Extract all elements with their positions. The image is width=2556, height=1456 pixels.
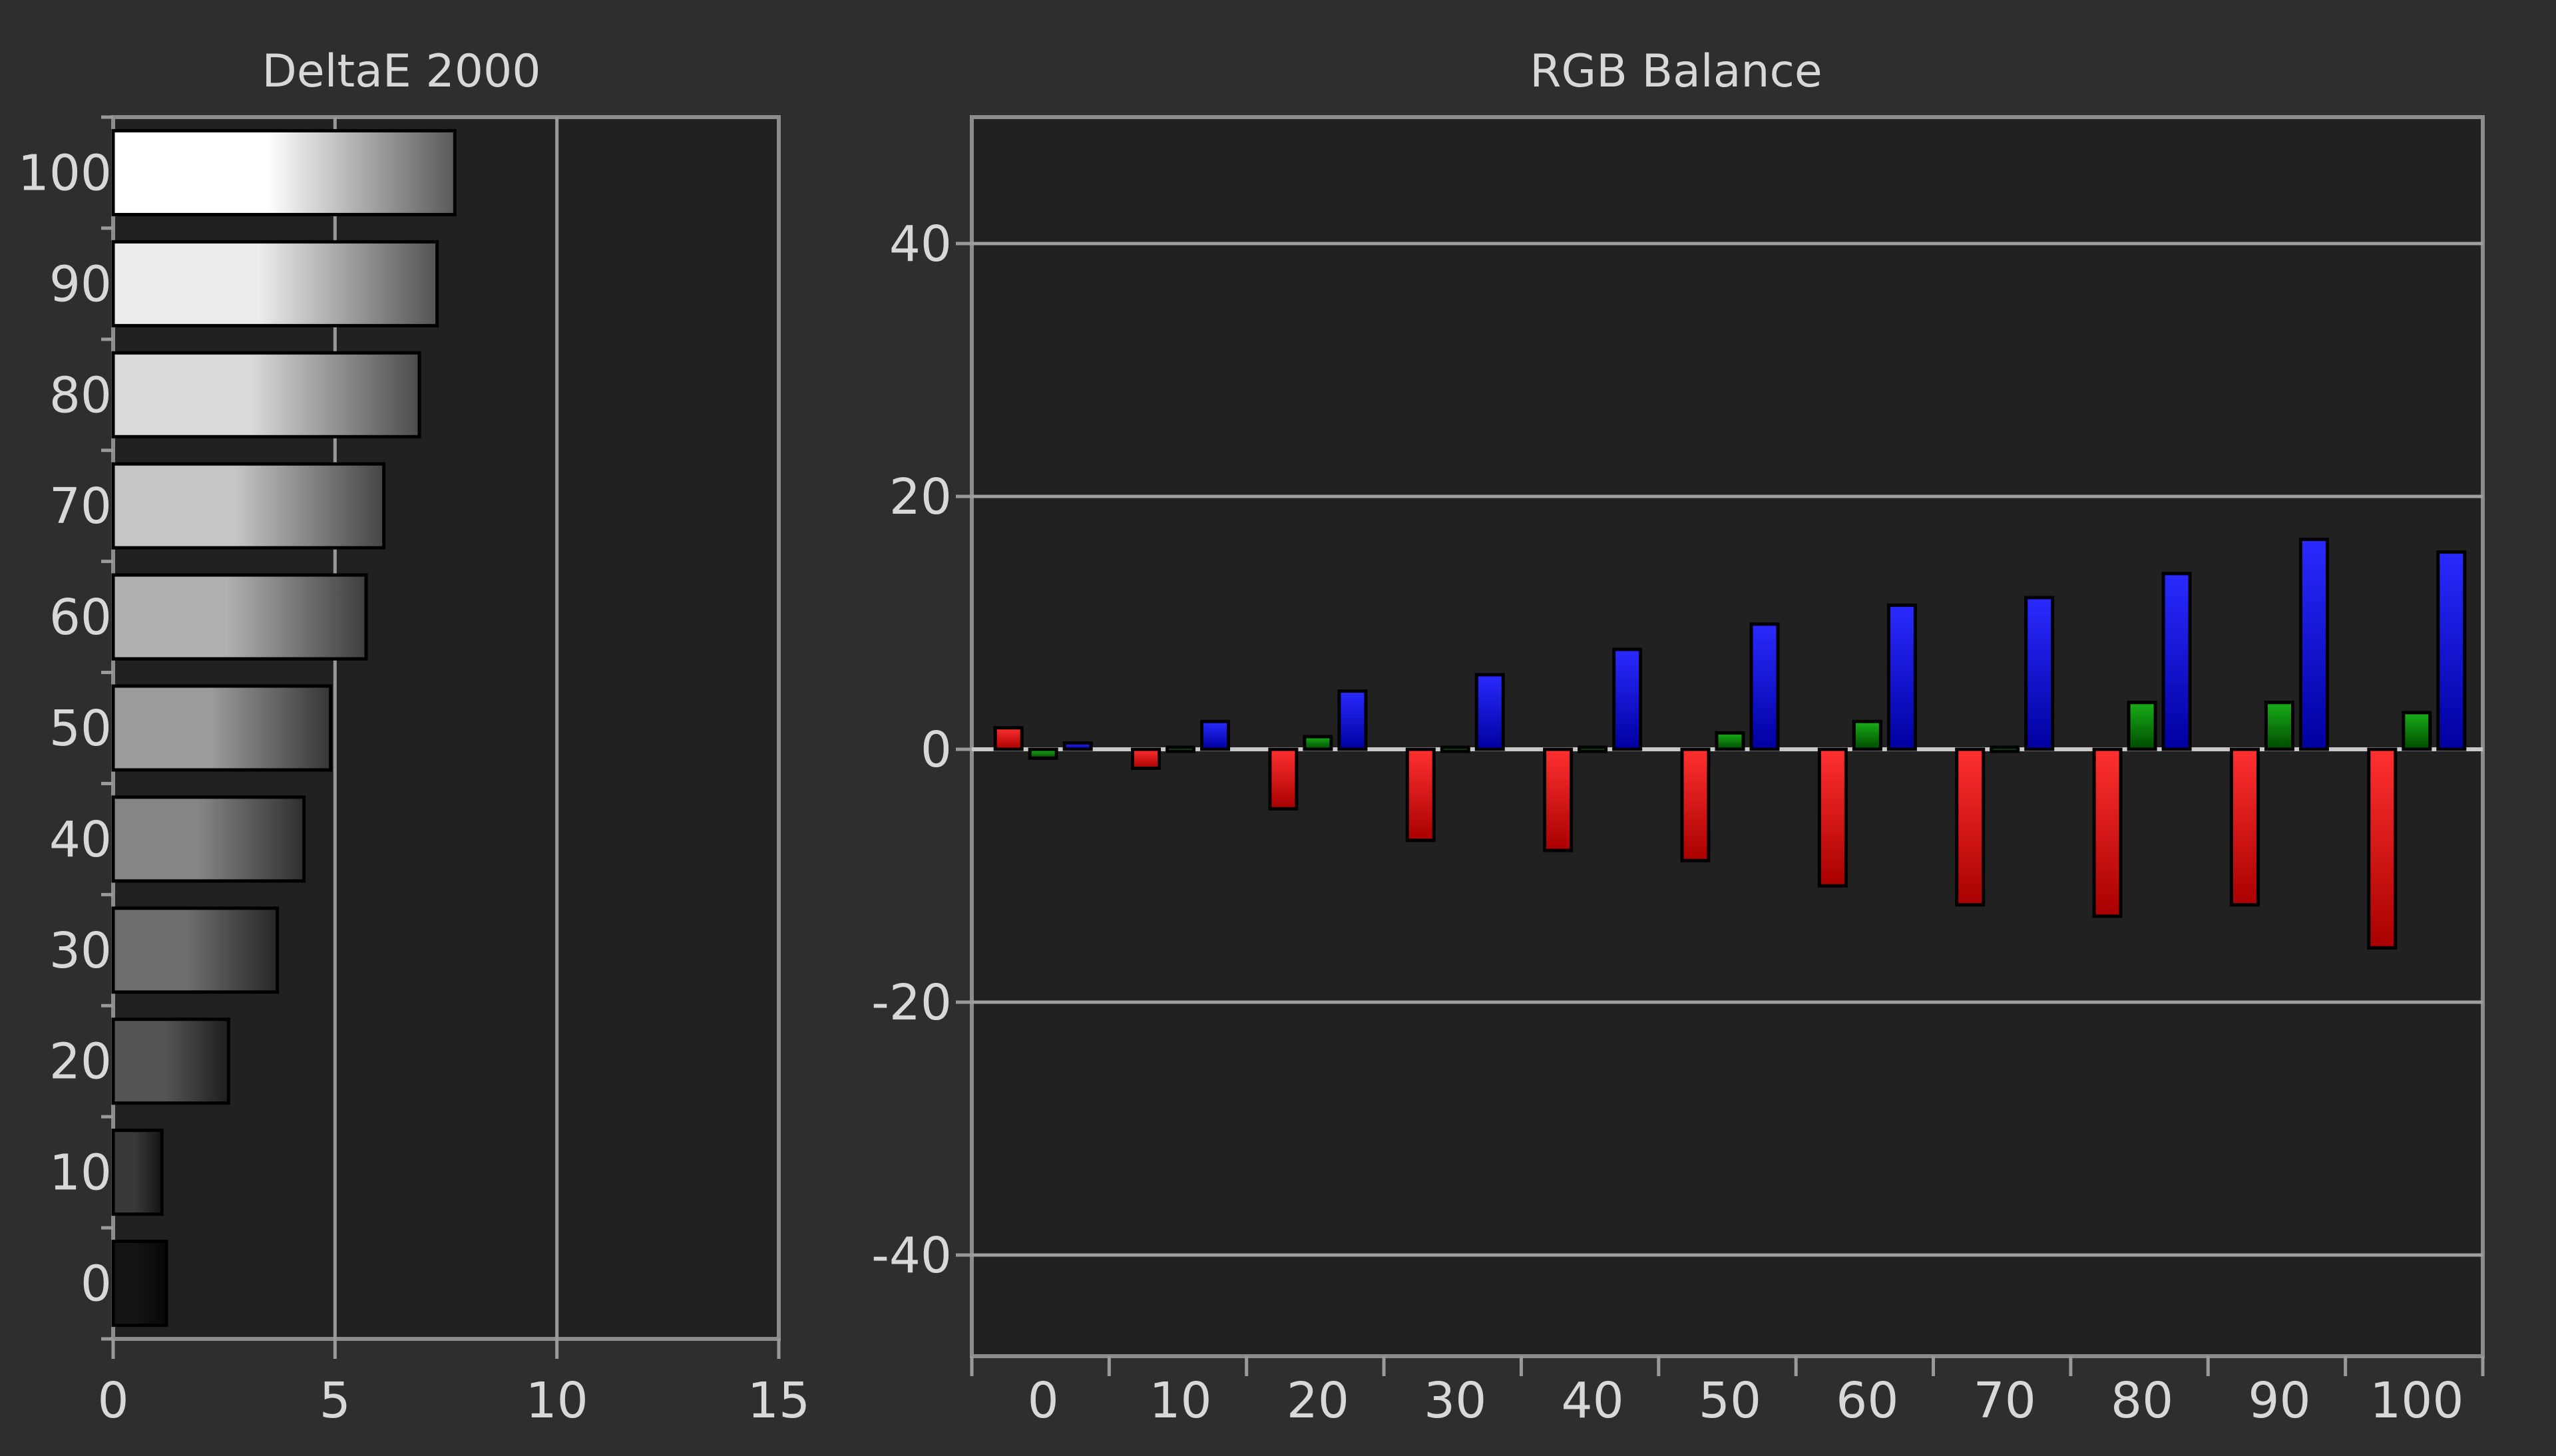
rgb-x-tick-label: 70 xyxy=(1974,1372,2036,1429)
rgb-bars xyxy=(993,538,2467,950)
rgb-bar-blue xyxy=(1337,689,1368,751)
deltae-bar xyxy=(111,240,439,327)
rgb-bar-green xyxy=(1440,745,1470,753)
deltae-y-axis: 0 10 20 30 40 50 60 70 80 90 100 xyxy=(18,115,113,1341)
deltae-x-tick-label: 0 xyxy=(97,1372,128,1429)
deltae-y-tick-label: 20 xyxy=(49,1033,112,1091)
rgb-bar-green xyxy=(1715,731,1745,751)
deltae-x-axis: 0 5 10 15 xyxy=(97,1339,810,1429)
deltae-chart: DeltaE 2000 0 10 20 30 40 50 60 70 80 90 100 0 5 10 1… xyxy=(18,45,810,1429)
deltae-y-tick-label: 90 xyxy=(49,256,112,313)
deltae-y-tick-label: 30 xyxy=(49,922,112,980)
rgb-bar-green xyxy=(1303,735,1333,751)
rgb-x-tick-label: 100 xyxy=(2370,1372,2463,1429)
rgb-y-axis: 40 20 0 -20 -40 xyxy=(871,216,972,1284)
rgb-bar-blue xyxy=(1612,647,1643,751)
deltae-bar xyxy=(111,351,421,439)
rgb-bar-blue xyxy=(2298,538,2329,751)
deltae-bar xyxy=(111,1240,168,1328)
rgb-bar-red xyxy=(2092,747,2123,918)
deltae-y-tick-label: 10 xyxy=(49,1145,112,1202)
deltae-bar xyxy=(111,573,368,661)
rgb-bar-green xyxy=(1166,745,1196,753)
rgb-bar-red xyxy=(1817,747,1848,888)
deltae-y-tick-label: 80 xyxy=(49,367,112,424)
rgb-bar-blue xyxy=(2024,596,2055,751)
rgb-bar-green xyxy=(2127,701,2157,751)
rgb-title: RGB Balance xyxy=(1530,45,1822,98)
deltae-y-tick-label: 60 xyxy=(49,589,112,646)
rgb-balance-chart: RGB Balance 40 20 0 -20 -40 0 10 20 30 40 50 60 70 8… xyxy=(871,45,2485,1429)
rgb-x-tick-label: 10 xyxy=(1149,1372,1211,1429)
rgb-bar-green xyxy=(2402,711,2432,751)
rgb-x-tick-label: 90 xyxy=(2248,1372,2310,1429)
deltae-x-tick-label: 5 xyxy=(320,1372,351,1429)
deltae-bar xyxy=(111,462,386,550)
deltae-y-tick-label: 50 xyxy=(49,700,112,757)
rgb-bar-green xyxy=(1852,719,1882,751)
deltae-y-tick-label: 100 xyxy=(18,144,112,202)
rgb-x-tick-label: 20 xyxy=(1287,1372,1349,1429)
deltae-bar xyxy=(111,906,280,994)
deltae-x-tick-label: 10 xyxy=(526,1372,588,1429)
rgb-bar-red xyxy=(2367,747,2398,950)
rgb-bar-blue xyxy=(1474,673,1505,751)
rgb-bar-red xyxy=(1405,747,1436,842)
rgb-x-tick-label: 0 xyxy=(1028,1372,1059,1429)
deltae-bar xyxy=(111,684,333,772)
rgb-y-tick-label: -40 xyxy=(871,1227,952,1284)
rgb-bar-green xyxy=(1990,745,2020,753)
deltae-bar xyxy=(111,1017,230,1105)
deltae-title: DeltaE 2000 xyxy=(262,45,540,98)
rgb-x-tick-label: 80 xyxy=(2111,1372,2173,1429)
rgb-bar-green xyxy=(1578,745,1608,753)
deltae-bar xyxy=(111,795,306,883)
deltae-bar xyxy=(111,128,457,216)
rgb-y-tick-label: 20 xyxy=(889,468,952,526)
rgb-x-tick-label: 30 xyxy=(1424,1372,1486,1429)
rgb-bar-red xyxy=(2229,747,2260,907)
deltae-x-tick-label: 15 xyxy=(747,1372,810,1429)
rgb-bar-blue xyxy=(1886,603,1917,751)
rgb-bar-blue xyxy=(1062,741,1093,751)
rgb-x-tick-label: 40 xyxy=(1562,1372,1624,1429)
deltae-y-tick-label: 40 xyxy=(49,811,112,868)
rgb-bar-blue xyxy=(2161,572,2192,751)
rgb-bar-red xyxy=(1268,747,1299,811)
rgb-bar-red xyxy=(1680,747,1711,862)
deltae-bar xyxy=(111,1129,164,1216)
rgb-bar-red xyxy=(1955,747,1986,907)
rgb-bar-red xyxy=(1131,747,1162,770)
rgb-bar-blue xyxy=(1200,719,1231,751)
rgb-x-tick-label: 50 xyxy=(1699,1372,1761,1429)
rgb-bar-blue xyxy=(2436,550,2467,751)
rgb-x-tick-label: 60 xyxy=(1836,1372,1898,1429)
rgb-y-tick-label: 0 xyxy=(921,721,952,779)
deltae-y-tick-label: 0 xyxy=(81,1256,112,1313)
rgb-y-tick-label: -20 xyxy=(871,974,952,1031)
rgb-bar-red xyxy=(1543,747,1574,852)
rgb-bar-red xyxy=(993,726,1024,751)
rgb-bar-blue xyxy=(1749,622,1780,751)
deltae-y-tick-label: 70 xyxy=(49,478,112,535)
rgb-bar-green xyxy=(2264,701,2294,751)
rgb-x-axis: 0 10 20 30 40 50 60 70 80 90 100 xyxy=(970,1356,2485,1429)
deltae-bars xyxy=(111,128,457,1328)
rgb-y-tick-label: 40 xyxy=(889,216,952,273)
rgb-bar-green xyxy=(1028,747,1058,760)
